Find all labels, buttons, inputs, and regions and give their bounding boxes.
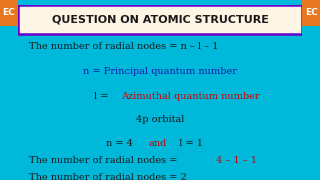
Text: l = 1: l = 1 (173, 139, 203, 148)
Text: The number of radial nodes = n – l – 1: The number of radial nodes = n – l – 1 (29, 42, 218, 51)
FancyBboxPatch shape (18, 5, 302, 34)
Text: EC: EC (305, 8, 317, 17)
Text: and: and (148, 139, 167, 148)
Text: n = 4: n = 4 (106, 139, 139, 148)
Text: The number of radial nodes = 2: The number of radial nodes = 2 (29, 173, 187, 180)
Text: Azimuthal quantum number: Azimuthal quantum number (122, 92, 260, 101)
Text: l =: l = (94, 92, 112, 101)
Text: n = Principal quantum number: n = Principal quantum number (83, 67, 237, 76)
Text: 4 – 1 – 1: 4 – 1 – 1 (216, 156, 257, 165)
Text: QUESTION ON ATOMIC STRUCTURE: QUESTION ON ATOMIC STRUCTURE (52, 15, 268, 25)
Text: The number of radial nodes =: The number of radial nodes = (29, 156, 180, 165)
Text: EC: EC (3, 8, 15, 17)
Text: 4p orbital: 4p orbital (136, 115, 184, 124)
